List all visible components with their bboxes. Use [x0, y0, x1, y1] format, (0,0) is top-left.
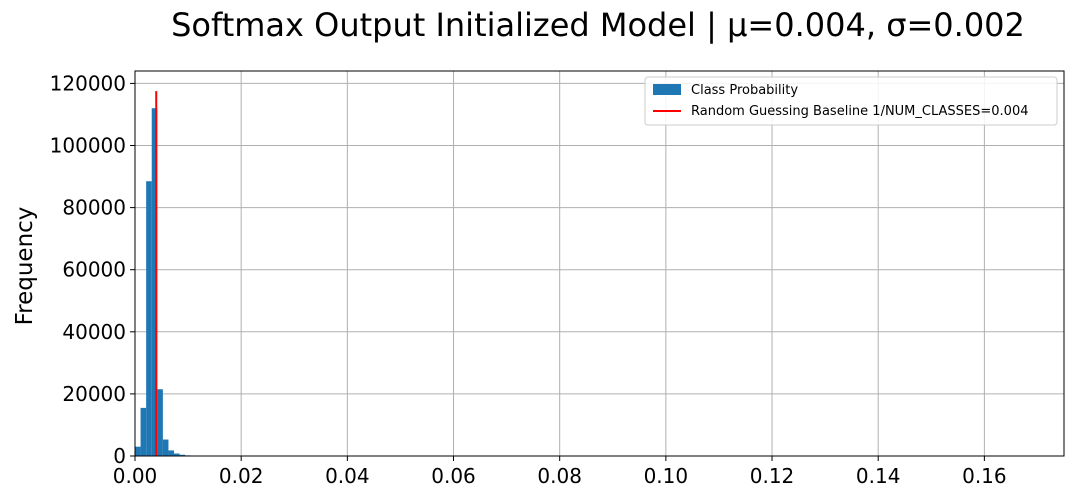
histogram-bar [157, 389, 163, 456]
y-tick-label: 120000 [50, 71, 126, 95]
y-tick-label: 20000 [62, 382, 126, 406]
histogram-bar [168, 450, 175, 456]
x-tick-label: 0.00 [113, 464, 158, 488]
y-tick-label: 100000 [50, 134, 126, 158]
y-tick-label: 40000 [62, 320, 126, 344]
x-tick-label: 0.02 [219, 464, 264, 488]
x-tick-label: 0.16 [962, 464, 1007, 488]
plot-frame [134, 70, 1065, 457]
x-tick-label: 0.10 [644, 464, 689, 488]
histogram-bar [151, 108, 158, 457]
y-axis-ticks: 0 20000 40000 60000 80000 100000 120000 [50, 71, 135, 468]
y-tick-label: 60000 [62, 258, 126, 282]
x-tick-label: 0.12 [750, 464, 795, 488]
y-tick-label: 80000 [62, 196, 126, 220]
x-axis-ticks: 0.00 0.02 0.04 0.06 0.08 0.10 0.12 0.14 0.16 [113, 456, 1007, 488]
histogram-bar [140, 407, 147, 456]
grid-lines [134, 71, 1064, 457]
x-tick-label: 0.04 [325, 464, 370, 488]
histogram-bar [179, 454, 186, 456]
x-tick-label: 0.06 [431, 464, 476, 488]
x-tick-label: 0.08 [537, 464, 582, 488]
histogram-bar [135, 446, 141, 456]
y-tick-label: 0 [113, 444, 126, 468]
legend: Class Probability Random Guessing Baseli… [644, 76, 1058, 126]
chart-title: Softmax Output Initialized Model | μ=0.0… [171, 6, 1025, 44]
legend-box [644, 76, 1058, 126]
histogram-bar [174, 453, 180, 456]
histogram-bar [162, 439, 169, 456]
y-axis-label: Frequency [12, 207, 38, 326]
x-tick-label: 0.14 [856, 464, 901, 488]
legend-swatch-class-probability [653, 84, 681, 95]
histogram-bars [135, 108, 208, 457]
legend-label-class-probability: Class Probability [691, 83, 798, 98]
legend-label-baseline: Random Guessing Baseline 1/NUM_CLASSES=0… [691, 104, 1029, 119]
histogram-bar [146, 181, 152, 456]
